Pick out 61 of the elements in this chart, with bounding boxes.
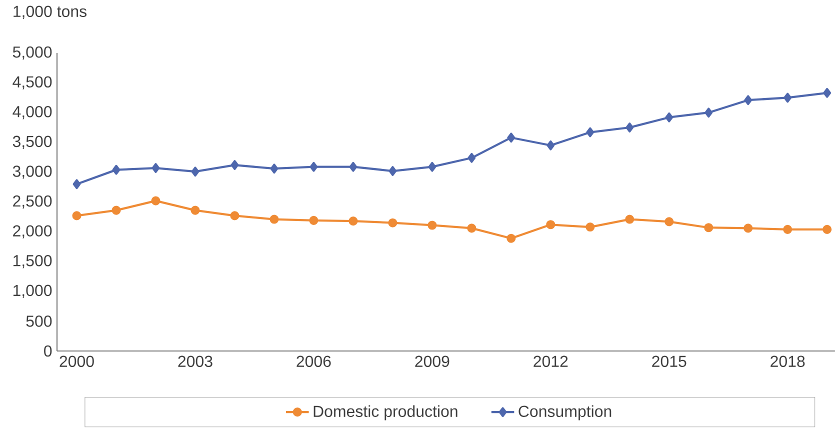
point [625, 214, 634, 224]
y-tick-label: 500 [26, 316, 52, 327]
point [112, 206, 121, 215]
point [586, 127, 594, 138]
point [349, 162, 358, 172]
y-tick-label: 3,000 [12, 166, 52, 179]
x-tick-label: 2003 [178, 356, 212, 368]
point [665, 112, 674, 122]
point [586, 222, 595, 232]
point [230, 211, 240, 220]
point [310, 162, 318, 172]
point [309, 216, 318, 226]
point [744, 224, 753, 233]
x-tick-label: 2012 [534, 356, 568, 368]
x-tick-label: 2009 [415, 356, 450, 368]
y-tick-label: 2,000 [13, 225, 52, 238]
point [428, 220, 437, 230]
point [507, 132, 516, 143]
point [704, 108, 713, 118]
point [388, 218, 398, 228]
y-tick-label: 1,000 [13, 284, 52, 298]
point [626, 122, 634, 132]
point [72, 179, 81, 190]
point [72, 211, 82, 220]
point [783, 224, 792, 234]
point [428, 162, 436, 172]
x-tick-label: 2015 [652, 356, 686, 368]
legend-label: Consumption [518, 405, 612, 420]
x-tick-label: 2018 [770, 356, 805, 368]
point [388, 166, 397, 176]
point [744, 95, 752, 106]
point [822, 224, 832, 234]
point [546, 220, 556, 230]
point [704, 223, 714, 232]
point [823, 88, 832, 98]
point [506, 234, 516, 243]
x-tick-label: 2000 [60, 356, 94, 368]
x-tick-label: 2006 [296, 356, 331, 368]
y-tick-label: 3,500 [12, 136, 52, 150]
point [546, 140, 555, 150]
point [191, 166, 200, 177]
y-tick-label: 2,500 [13, 195, 52, 209]
point [270, 214, 279, 224]
y-tick-label: 4,500 [12, 76, 52, 90]
point [152, 163, 160, 173]
y-tick-label: 0 [44, 345, 52, 357]
point [190, 206, 200, 215]
point [270, 164, 278, 174]
point [112, 164, 120, 175]
y-tick-label: 4,000 [12, 106, 52, 120]
y-axis-title: 1,000 tons [14, 6, 87, 19]
point [784, 92, 792, 103]
point [230, 160, 239, 170]
legend-label: Domestic production [314, 405, 458, 420]
point [467, 224, 476, 233]
point [348, 216, 358, 226]
point [468, 152, 476, 163]
y-tick-label: 5,000 [12, 46, 52, 60]
y-tick-label: 1,500 [13, 254, 52, 268]
point [664, 217, 674, 226]
point [151, 196, 160, 206]
